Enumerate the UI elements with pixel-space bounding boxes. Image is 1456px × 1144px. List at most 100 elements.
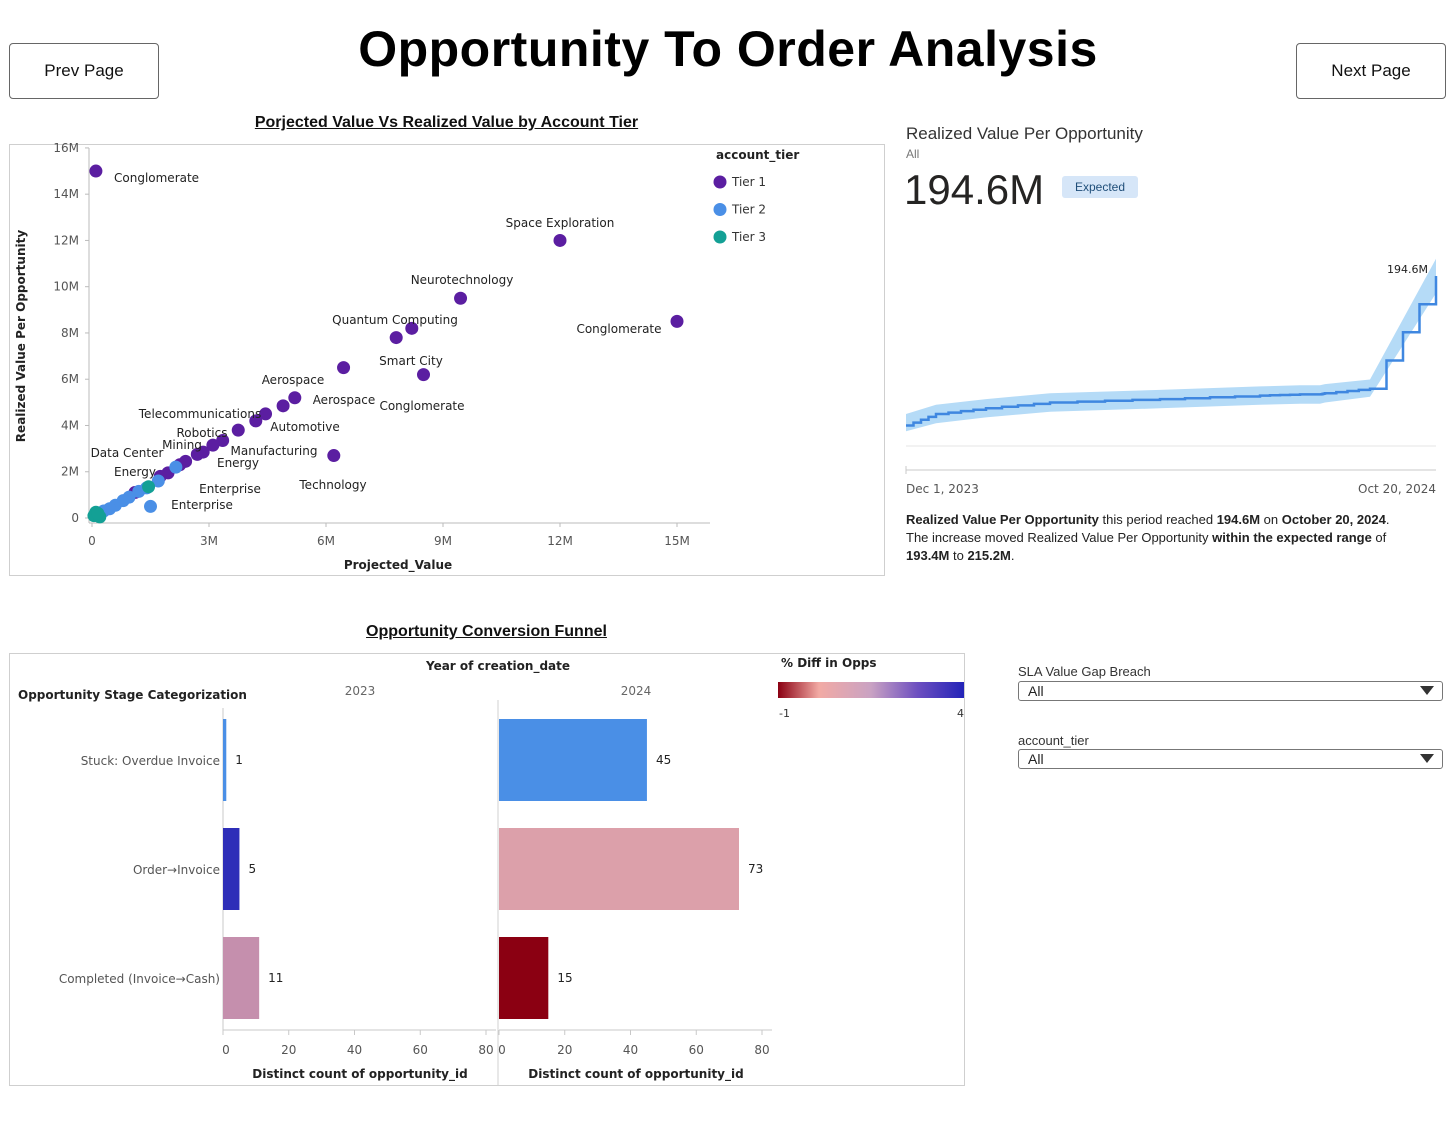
funnel-bar-2024[interactable] xyxy=(499,828,739,910)
scatter-point-label: Space Exploration xyxy=(506,216,615,230)
tier-slicer-dropdown[interactable]: All xyxy=(1018,749,1443,769)
scatter-point-tier-3[interactable] xyxy=(91,506,105,520)
scatter-point-label: Conglomerate xyxy=(114,171,199,185)
legend-marker-tier-3 xyxy=(713,230,727,244)
scatter-point-label: Manufacturing xyxy=(231,444,318,458)
scatter-point-tier-1[interactable] xyxy=(249,414,263,428)
funnel-x-tick-label: 40 xyxy=(347,1043,362,1057)
kpi-value: 194.6M xyxy=(904,166,1045,213)
scatter-point-tier-1[interactable] xyxy=(389,331,403,345)
funnel-panel-header-2023: 2023 xyxy=(345,684,376,698)
scatter-point-label: Quantum Computing xyxy=(332,313,458,327)
x-tick-label: 15M xyxy=(664,534,690,548)
scatter-point-tier-1[interactable] xyxy=(405,321,419,335)
diff-color-scale xyxy=(778,682,964,698)
scatter-point-tier-2[interactable] xyxy=(144,499,157,513)
narrative-metric: Realized Value Per Opportunity xyxy=(906,512,1099,527)
scatter-point-tier-1[interactable] xyxy=(417,368,430,382)
funnel-x-label-2023: Distinct count of opportunity_id xyxy=(252,1067,467,1082)
y-tick-label: 10M xyxy=(53,280,79,294)
diff-legend-min: -1 xyxy=(779,707,790,720)
funnel-bar-2023[interactable] xyxy=(223,719,227,801)
scatter-point-tier-1[interactable] xyxy=(259,407,273,421)
scatter-point-label: Enterprise xyxy=(171,498,233,512)
funnel-bar-2024[interactable] xyxy=(499,937,549,1019)
kpi-x-end-label: Oct 20, 2024 xyxy=(1358,482,1436,496)
kpi-trend-chart[interactable]: 194.6M Dec 1, 2023 Oct 20, 2024 xyxy=(900,220,1440,520)
narrative-text: on xyxy=(1260,512,1282,527)
narrative-range: within the expected range xyxy=(1212,530,1372,545)
y-tick-label: 16M xyxy=(53,141,79,155)
scatter-point-tier-1[interactable] xyxy=(216,434,230,448)
funnel-title: Opportunity Conversion Funnel xyxy=(366,623,607,640)
scatter-point-tier-1[interactable] xyxy=(454,291,468,305)
scatter-point-label: Automotive xyxy=(270,420,339,434)
scatter-title: Porjected Value Vs Realized Value by Acc… xyxy=(254,114,639,131)
scatter-point-label: Data Center xyxy=(91,446,164,460)
funnel-x-tick-label: 80 xyxy=(754,1043,769,1057)
kpi-end-label: 194.6M xyxy=(1387,263,1428,276)
legend-label: Tier 2 xyxy=(731,203,766,217)
funnel-bar-label: 11 xyxy=(268,971,283,985)
x-tick-label: 9M xyxy=(434,534,452,548)
funnel-x-tick-label: 40 xyxy=(623,1043,638,1057)
scatter-point-tier-1[interactable] xyxy=(327,449,341,463)
y-tick-label: 8M xyxy=(61,326,79,340)
scatter-point-tier-1[interactable] xyxy=(231,423,245,437)
scatter-y-label: Realized Value Per Opportunity xyxy=(14,230,28,443)
scatter-point-label: Conglomerate xyxy=(576,322,661,336)
narrative-date: October 20, 2024 xyxy=(1281,512,1386,527)
scatter-point-tier-1[interactable] xyxy=(670,314,684,328)
y-tick-label: 12M xyxy=(53,233,79,247)
scatter-point-tier-1[interactable] xyxy=(190,447,204,461)
scatter-point-tier-2[interactable] xyxy=(132,484,146,498)
funnel-bar-label: 73 xyxy=(748,862,763,876)
narrative-text: to xyxy=(949,548,968,563)
scatter-point-tier-3[interactable] xyxy=(142,480,156,494)
scatter-point-tier-2[interactable] xyxy=(169,460,183,474)
narrative-text: of xyxy=(1371,530,1387,545)
tier-slicer-label: account_tier xyxy=(1018,733,1089,748)
scatter-legend-title: account_tier xyxy=(716,148,799,163)
scatter-point-tier-1[interactable] xyxy=(276,399,290,413)
x-tick-label: 6M xyxy=(317,534,335,548)
scatter-point-label: Mining xyxy=(162,438,202,452)
kpi-title: Realized Value Per Opportunity xyxy=(906,124,1143,143)
x-tick-label: 12M xyxy=(547,534,573,548)
y-tick-label: 0 xyxy=(71,511,79,525)
y-tick-label: 14M xyxy=(53,187,79,201)
next-page-button[interactable]: Next Page xyxy=(1296,43,1446,99)
diff-legend-title: % Diff in Opps xyxy=(781,656,877,670)
scatter-x-label: Projected_Value xyxy=(344,558,452,573)
diff-legend-max: 4 xyxy=(957,707,964,720)
scatter-point-tier-1[interactable] xyxy=(89,164,103,178)
page-title: Opportunity To Order Analysis xyxy=(358,21,1098,77)
prev-page-button[interactable]: Prev Page xyxy=(9,43,159,99)
scatter-point-label: Neurotechnology xyxy=(411,273,514,287)
kpi-status-badge: Expected xyxy=(1062,176,1139,198)
funnel-bar-2023[interactable] xyxy=(223,937,260,1019)
funnel-category-label: Order→Invoice xyxy=(133,863,220,877)
legend-marker-tier-1 xyxy=(713,175,727,189)
scatter-point-tier-1[interactable] xyxy=(553,233,567,247)
scatter-chart[interactable]: 0 2M 4M 6M 8M 10M 12M 14M 16M 0 3M 6M 9M 12M 15M Proj… xyxy=(0,0,1456,600)
funnel-bar-2024[interactable] xyxy=(499,719,647,801)
scatter-point-label: Conglomerate xyxy=(379,399,464,413)
kpi-x-start-label: Dec 1, 2023 xyxy=(906,482,979,496)
x-tick-label: 0 xyxy=(88,534,96,548)
funnel-bar-label: 5 xyxy=(248,862,256,876)
funnel-bar-2023[interactable] xyxy=(223,828,240,910)
funnel-category-label: Stuck: Overdue Invoice xyxy=(81,754,220,768)
funnel-panel-header-2024: 2024 xyxy=(621,684,652,698)
scatter-point-tier-1[interactable] xyxy=(337,361,351,375)
sla-slicer-dropdown[interactable]: All xyxy=(1018,681,1443,701)
kpi-expected-band xyxy=(906,258,1436,432)
scatter-point-tier-1[interactable] xyxy=(288,391,302,405)
scatter-point-tier-2[interactable] xyxy=(151,474,165,488)
legend-marker-tier-2 xyxy=(713,203,727,216)
scatter-point-label: Energy xyxy=(217,456,259,470)
scatter-point-label: Enterprise xyxy=(199,482,261,496)
funnel-x-label-2024: Distinct count of opportunity_id xyxy=(528,1067,743,1082)
scatter-point-tier-1[interactable] xyxy=(206,438,220,452)
